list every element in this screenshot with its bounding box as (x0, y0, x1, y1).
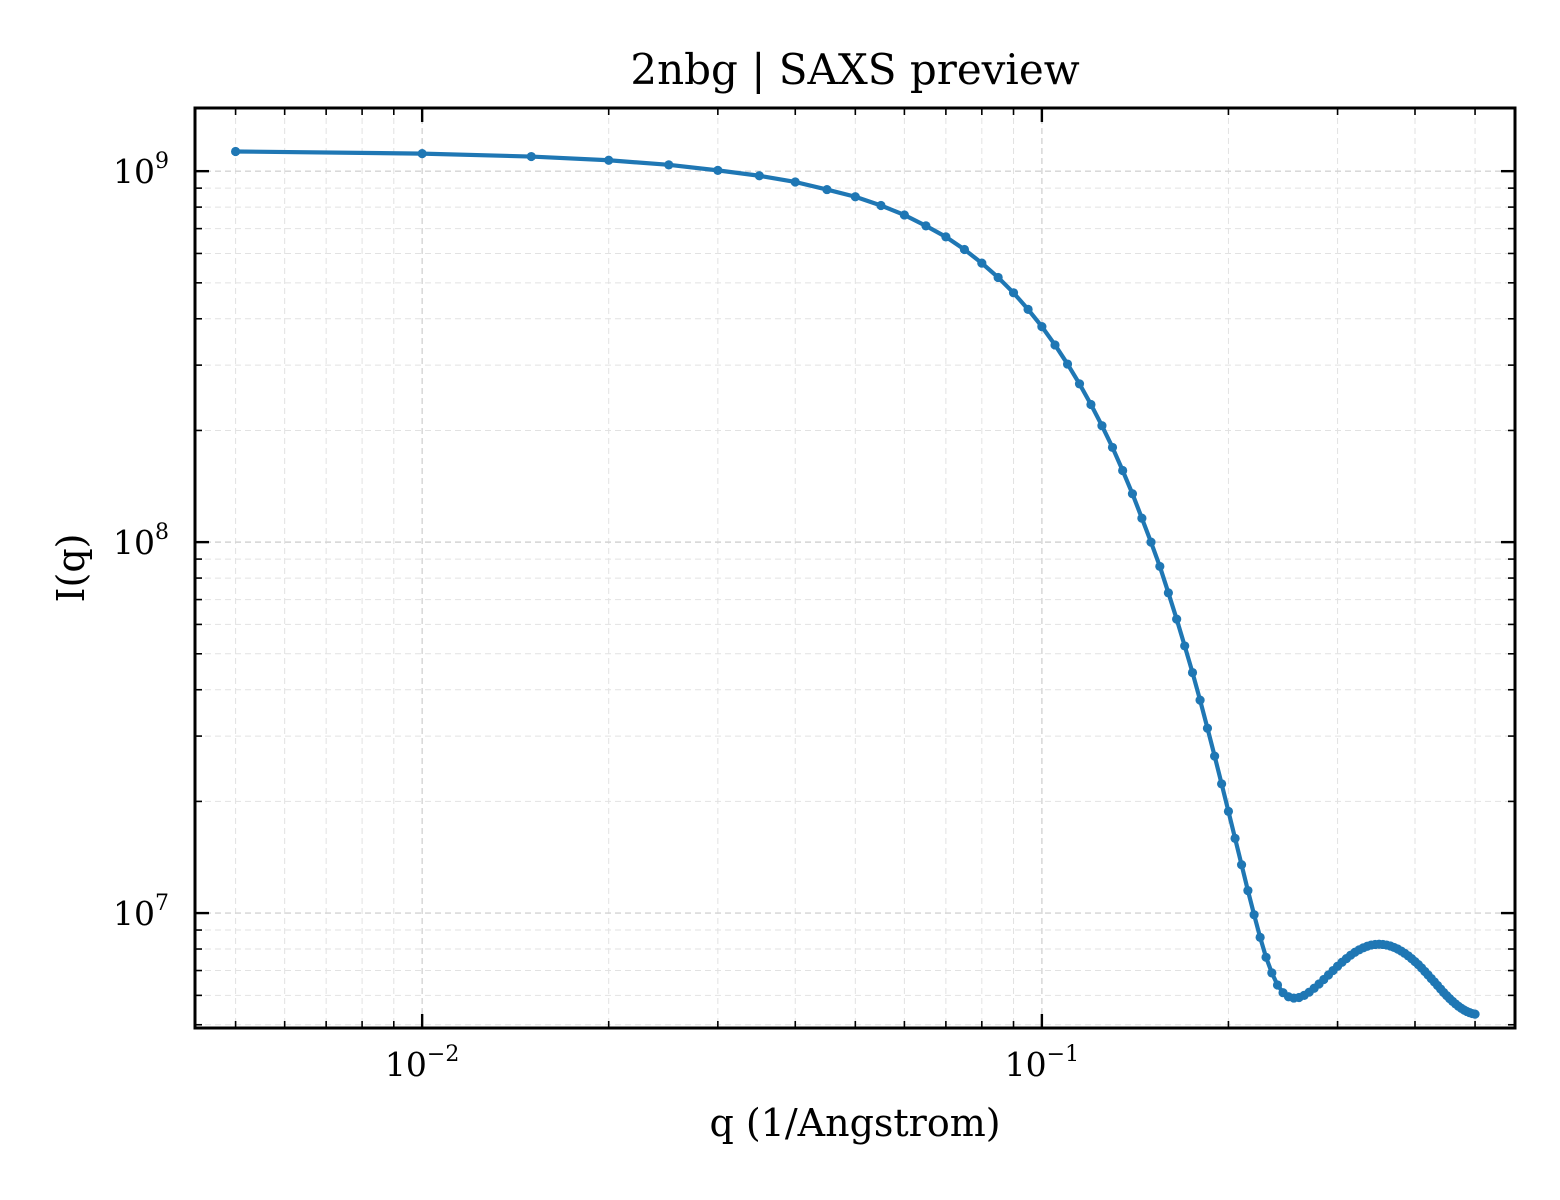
data-point (993, 272, 1003, 283)
data-point (417, 149, 427, 159)
y-tick-label: 108 (113, 520, 169, 562)
data-point (1097, 421, 1107, 431)
data-point (1086, 399, 1096, 410)
data-point (977, 258, 987, 268)
y-tick-label: 107 (113, 891, 169, 933)
data-point (1272, 980, 1283, 990)
data-point (1255, 932, 1265, 942)
data-point (1230, 833, 1240, 843)
data-point (754, 171, 764, 181)
data-point (1008, 288, 1019, 298)
data-point (1037, 322, 1047, 332)
data-point (664, 160, 674, 170)
data-point (526, 151, 536, 162)
data-point (876, 200, 886, 211)
data-point (1470, 1009, 1480, 1019)
data-point (1118, 465, 1128, 476)
data-point (790, 177, 800, 187)
data-point (1267, 968, 1277, 978)
data-point (941, 232, 951, 242)
data-point (1062, 359, 1073, 369)
x-axis-label: q (1/Angstrom) (709, 1101, 1000, 1145)
data-point (1217, 779, 1227, 789)
tick-labels: 10−2 10−1 107 108 109 (113, 149, 1079, 1084)
data-point (1074, 379, 1085, 389)
y-axis-label: I(q) (49, 534, 93, 603)
data-point (1155, 561, 1165, 572)
data-point (822, 184, 832, 195)
data-point (1249, 910, 1259, 920)
data-point (230, 146, 241, 157)
data-point (1210, 751, 1220, 761)
data-point (1172, 614, 1182, 624)
data-point (1146, 537, 1156, 547)
data-point (1050, 340, 1060, 350)
data-point (1023, 304, 1033, 314)
series-layer (230, 146, 1480, 1019)
data-point (959, 244, 970, 255)
chart-title: 2nbg | SAXS preview (630, 45, 1079, 94)
data-point (604, 155, 614, 165)
y-tick-label: 109 (113, 149, 169, 191)
data-point (921, 221, 931, 231)
data-point (1243, 885, 1253, 896)
data-point (1107, 442, 1118, 453)
data-point (1261, 952, 1271, 962)
data-point (1202, 723, 1213, 733)
x-tick-label: 10−2 (385, 1042, 459, 1084)
axis-ticks (195, 108, 1515, 1028)
x-tick-label: 10−1 (1005, 1042, 1079, 1084)
data-point (1127, 489, 1138, 499)
data-point (1180, 641, 1190, 651)
data-point (1236, 860, 1247, 870)
data-point (899, 210, 909, 220)
data-point (1223, 806, 1234, 816)
data-point (1187, 667, 1198, 678)
data-point (850, 192, 860, 202)
data-point (713, 165, 723, 175)
data-point (1137, 513, 1147, 523)
data-point (1195, 695, 1205, 705)
data-point (1163, 588, 1173, 598)
